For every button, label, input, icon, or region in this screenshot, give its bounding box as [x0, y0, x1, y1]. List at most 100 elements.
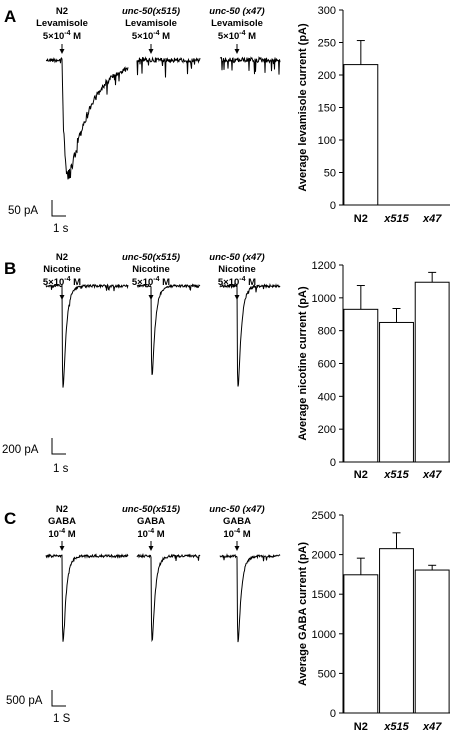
- bar-x47: [414, 569, 450, 714]
- y-tick-label: 0: [330, 708, 336, 720]
- drug-label: Nicotine: [132, 264, 169, 275]
- arrow-head: [59, 49, 65, 54]
- strain-label: unc-50 (x47): [209, 504, 264, 515]
- panel-label: B: [4, 259, 16, 278]
- scale-bar-lines: [51, 690, 66, 707]
- scale-amplitude-label: 200 pA: [2, 444, 39, 456]
- drug-label: GABA: [137, 516, 165, 527]
- current-trace: [45, 283, 129, 388]
- current-trace: [136, 283, 201, 376]
- panel-label: A: [4, 7, 16, 26]
- y-tick-label: 150: [318, 103, 336, 115]
- strain-label: unc-50(x515): [122, 252, 180, 263]
- arrow-head: [234, 49, 240, 54]
- bar-x47: [414, 281, 450, 463]
- arrow-head: [148, 546, 154, 551]
- y-tick-label: 200: [318, 70, 336, 82]
- current-trace: [219, 56, 281, 75]
- y-tick-label: 2500: [312, 510, 336, 522]
- concentration-label: 10-4 M: [48, 528, 75, 540]
- x-tick-label: x47: [422, 721, 442, 733]
- strain-label: unc-50(x515): [122, 6, 180, 17]
- current-trace: [45, 553, 129, 642]
- arrow-head: [59, 546, 65, 551]
- y-tick-label: 1000: [312, 629, 336, 641]
- x-tick-label: N2: [354, 721, 368, 733]
- bar-chart: 0 50 100 150 200 250 300 N2 x515 x47 Average levam…: [297, 5, 450, 225]
- drug-label: Nicotine: [43, 264, 80, 275]
- y-tick-label: 1500: [312, 589, 336, 601]
- x-tick-label: x47: [422, 469, 442, 481]
- arrow-head: [148, 49, 154, 54]
- arrow-head: [234, 546, 240, 551]
- drug-label: GABA: [48, 516, 76, 527]
- y-tick-label: 800: [318, 326, 336, 338]
- bar-chart: 0 200 400 600 800 1000 1200 N2 x515 x47 Average ni…: [297, 260, 450, 481]
- scale-amplitude-label: 50 pA: [8, 205, 38, 217]
- strain-label: unc-50(x515): [122, 504, 180, 515]
- bar-N2: [343, 574, 379, 714]
- drug-label: GABA: [223, 516, 251, 527]
- bar-chart: 0 500 1000 1500 2000 2500 N2 x515 x47 Average GAB…: [297, 510, 450, 733]
- y-axis-label: Average levamisole current (pA): [297, 23, 309, 192]
- scale-bar: 200 pA 1 s: [2, 438, 69, 475]
- bar-N2: [343, 308, 379, 463]
- scale-bar: 50 pA 1 s: [8, 200, 69, 235]
- bar-x515: [379, 321, 414, 463]
- x-tick-label: N2: [354, 469, 368, 481]
- strain-label: N2: [56, 6, 68, 17]
- y-tick-label: 1200: [312, 260, 336, 272]
- y-tick-label: 2000: [312, 550, 336, 562]
- y-axis-label: Average nicotine current (pA): [297, 286, 309, 441]
- concentration-label: 5×10-4 M: [132, 276, 170, 288]
- y-axis-label: Average GABA current (pA): [297, 542, 309, 686]
- current-trace: [45, 57, 129, 180]
- y-tick-label: 400: [318, 391, 336, 403]
- concentration-label: 5×10-4 M: [132, 30, 170, 42]
- y-tick-label: 0: [330, 200, 336, 212]
- bar-N2: [343, 64, 379, 206]
- y-tick-label: 0: [330, 457, 336, 469]
- x-tick-label: x515: [383, 213, 409, 225]
- scale-amplitude-label: 500 pA: [6, 695, 43, 707]
- drug-label: Nicotine: [218, 264, 255, 275]
- strain-label: unc-50 (x47): [209, 252, 264, 263]
- x-tick-label: N2: [354, 213, 368, 225]
- y-tick-label: 600: [318, 359, 336, 371]
- scale-bar-lines: [51, 438, 66, 455]
- drug-label: Levamisole: [36, 18, 88, 29]
- bar-x515: [379, 548, 414, 714]
- strain-label: N2: [56, 504, 68, 515]
- scale-bar: 500 pA 1 S: [6, 690, 71, 725]
- concentration-label: 5×10-4 M: [43, 276, 81, 288]
- y-tick-label: 300: [318, 5, 336, 17]
- scale-time-label: 1 s: [53, 463, 69, 475]
- scale-time-label: 1 s: [53, 223, 69, 235]
- y-tick-label: 1000: [312, 293, 336, 305]
- concentration-label: 10-4 M: [223, 528, 250, 540]
- y-tick-label: 50: [324, 168, 336, 180]
- drug-label: Levamisole: [211, 18, 263, 29]
- x-tick-label: x47: [422, 213, 442, 225]
- x-tick-label: x515: [383, 469, 409, 481]
- scale-time-label: 1 S: [53, 713, 71, 725]
- concentration-label: 5×10-4 M: [218, 30, 256, 42]
- y-tick-label: 500: [318, 668, 336, 680]
- concentration-label: 5×10-4 M: [43, 30, 81, 42]
- strain-label: unc-50 (x47): [209, 6, 264, 17]
- y-tick-label: 250: [318, 38, 336, 50]
- y-tick-label: 100: [318, 135, 336, 147]
- y-tick-label: 200: [318, 424, 336, 436]
